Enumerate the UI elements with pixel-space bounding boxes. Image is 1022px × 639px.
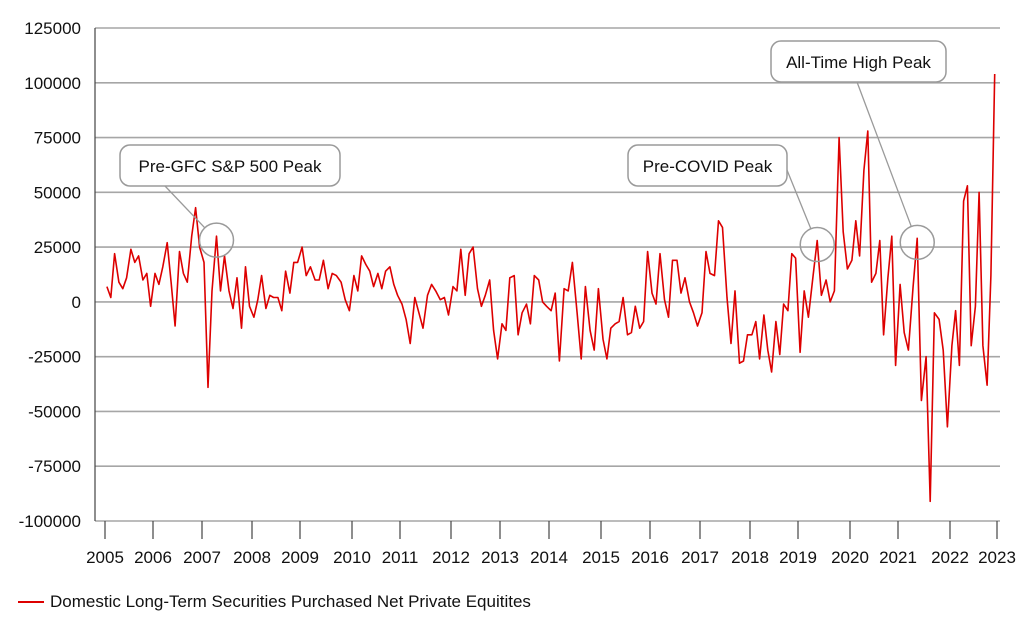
x-tick-label-2017: 2017 (681, 548, 719, 567)
callout-leader (164, 185, 206, 229)
y-tick-label-75000: 75000 (34, 129, 81, 148)
x-axis: 2005 2006 2007 2008 2009 2010 2011 2012 2013 2014… (86, 521, 1016, 567)
x-tick-label-2015: 2015 (582, 548, 620, 567)
x-tick-label-2007: 2007 (183, 548, 221, 567)
x-tick-label-2008: 2008 (233, 548, 271, 567)
x-tick-label-2023: 2023 (978, 548, 1016, 567)
callout-circle (198, 222, 235, 258)
x-tick-label-2014: 2014 (530, 548, 568, 567)
callout-layer: Pre-GFC S&P 500 Peak Pre-COVID Peak All-Ti… (119, 40, 947, 263)
x-tick-label-2013: 2013 (481, 548, 519, 567)
callout-label: All-Time High Peak (786, 53, 931, 72)
series-layer (106, 73, 996, 503)
callout-box (770, 40, 947, 83)
y-tick-label-50000: 50000 (34, 183, 81, 202)
callout-circle (899, 224, 935, 261)
x-tick-label-2020: 2020 (831, 548, 869, 567)
callout-label: Pre-GFC S&P 500 Peak (139, 157, 322, 176)
legend: Domestic Long-Term Securities Purchased … (18, 592, 531, 612)
x-tick-label-2021: 2021 (879, 548, 917, 567)
legend-label: Domestic Long-Term Securities Purchased … (50, 592, 531, 611)
y-tick-label-25000: 25000 (34, 238, 81, 257)
x-tick-label-2006: 2006 (134, 548, 172, 567)
legend-swatch (18, 601, 44, 603)
grid-lines (95, 27, 1000, 522)
y-axis: 125000 100000 75000 50000 25000 0 -25000 -50000… (19, 19, 96, 531)
callout-leader (856, 81, 912, 227)
x-tick-label-2011: 2011 (382, 548, 419, 567)
x-tick-label-2018: 2018 (731, 548, 769, 567)
x-tick-label-2019: 2019 (779, 548, 817, 567)
series-line-domestic-equities (106, 73, 996, 503)
x-tick-label-2022: 2022 (931, 548, 969, 567)
y-tick-label--100000: -100000 (19, 512, 81, 531)
callout-circle (799, 226, 835, 263)
callout-box (119, 144, 341, 187)
callout-pre-covid: Pre-COVID Peak (627, 144, 835, 263)
x-tick-label-2012: 2012 (432, 548, 470, 567)
y-tick-label--25000: -25000 (28, 348, 81, 367)
x-tick-label-2009: 2009 (281, 548, 319, 567)
x-tick-label-2005: 2005 (86, 548, 124, 567)
y-tick-label--75000: -75000 (28, 457, 81, 476)
y-tick-label-125000: 125000 (24, 19, 81, 38)
callout-all-time-high: All-Time High Peak (770, 40, 947, 261)
callout-pre-gfc: Pre-GFC S&P 500 Peak (119, 144, 341, 258)
y-tick-label-0: 0 (72, 293, 81, 312)
callout-box (627, 144, 788, 187)
x-tick-label-2016: 2016 (631, 548, 669, 567)
y-tick-label-100000: 100000 (24, 74, 81, 93)
callout-leader (786, 169, 812, 230)
y-tick-label--50000: -50000 (28, 402, 81, 421)
x-tick-label-2010: 2010 (333, 548, 371, 567)
callout-label: Pre-COVID Peak (643, 157, 773, 176)
